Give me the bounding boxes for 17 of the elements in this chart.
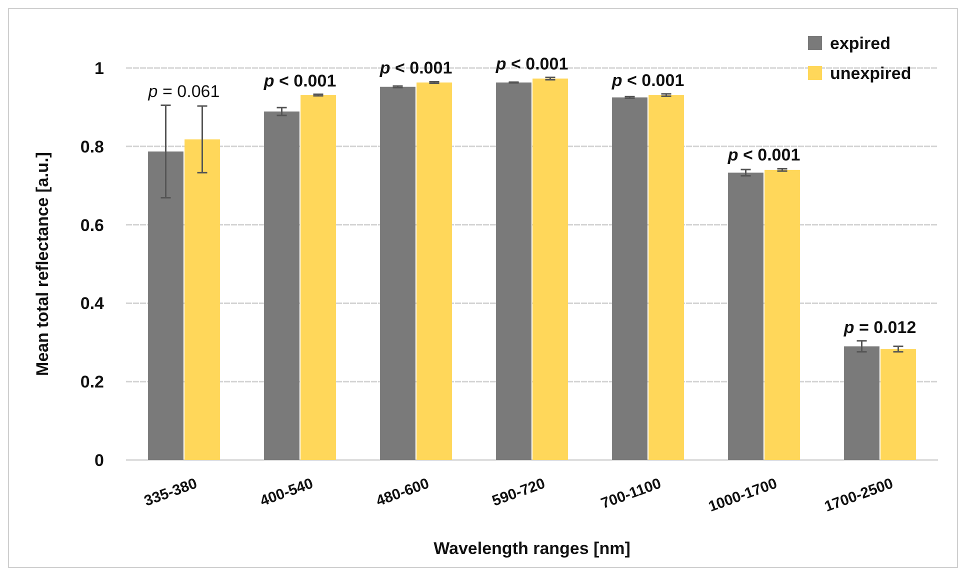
annotation: p = 0.012 (842, 318, 916, 337)
annotation: p < 0.001 (262, 71, 336, 90)
annotation: p < 0.001 (494, 54, 568, 74)
y-axis-title: Mean total reflectance [a.u.] (33, 152, 52, 376)
y-tick-label: 0.4 (80, 294, 105, 314)
y-tick-label: 0.6 (80, 216, 104, 235)
legend-label: unexpired (830, 64, 912, 83)
y-tick-label: 0.8 (80, 137, 104, 156)
y-tick-label: 1 (94, 58, 104, 78)
y-tick-label: 0.2 (80, 372, 104, 392)
annotation: p < 0.001 (610, 70, 684, 90)
x-axis-title: Wavelength ranges [nm] (434, 539, 630, 558)
annotation: p < 0.001 (378, 58, 452, 78)
legend-label: expired (830, 34, 890, 53)
annotation: p < 0.001 (726, 146, 800, 165)
annotation: p = 0.061 (147, 82, 220, 102)
y-tick-label: 0 (94, 450, 104, 470)
